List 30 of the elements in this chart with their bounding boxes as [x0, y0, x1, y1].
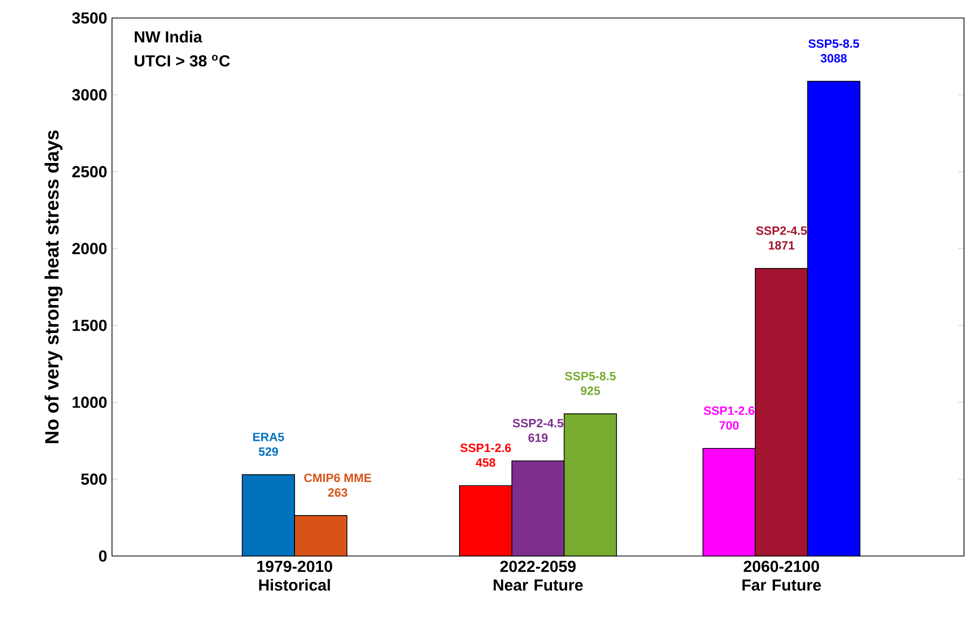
text: SSP2-4.5	[756, 226, 807, 235]
x-tick-label: 2060-2100 Far Future	[742, 560, 821, 591]
data-label: 529	[258, 447, 278, 456]
text: SSP1-2.6	[704, 406, 754, 415]
data-label: 1871	[768, 241, 794, 250]
text: SSP2-4.5	[512, 418, 564, 428]
y-tick-label: 1500	[72, 320, 107, 332]
annotation: UTCI > 38 $^{o}$C	[134, 54, 230, 67]
y-tick-label: 2500	[72, 166, 107, 178]
y-tick-label: 1000	[72, 396, 107, 408]
text: ERA5	[253, 432, 284, 442]
text: SSP1-2.6	[460, 444, 511, 452]
y-tick-label: 500	[81, 473, 107, 485]
data-label: 700	[720, 421, 739, 430]
y-tick-label: 3500	[72, 12, 107, 24]
text: SSP5-8.5	[808, 39, 860, 48]
data-label: 925	[580, 386, 600, 396]
y-tick-label: 3000	[72, 89, 107, 101]
data-label: 3088	[820, 54, 847, 63]
x-tick-label: 1979-2010 Historical	[257, 560, 332, 591]
annotation: NW India	[134, 30, 202, 43]
data-label: 619	[528, 434, 548, 442]
text: SSP5-8.5	[565, 372, 616, 380]
y-tick-label: 0	[99, 550, 107, 562]
y-tick-label: 2000	[72, 242, 107, 254]
text: CMIP6 MME	[304, 474, 372, 482]
data-label: 458	[476, 458, 496, 467]
y-axis-title: No of very strong heat stress days	[44, 130, 63, 444]
data-label: 263	[328, 488, 348, 497]
x-tick-label: 2022-2059 Near Future	[494, 560, 583, 591]
